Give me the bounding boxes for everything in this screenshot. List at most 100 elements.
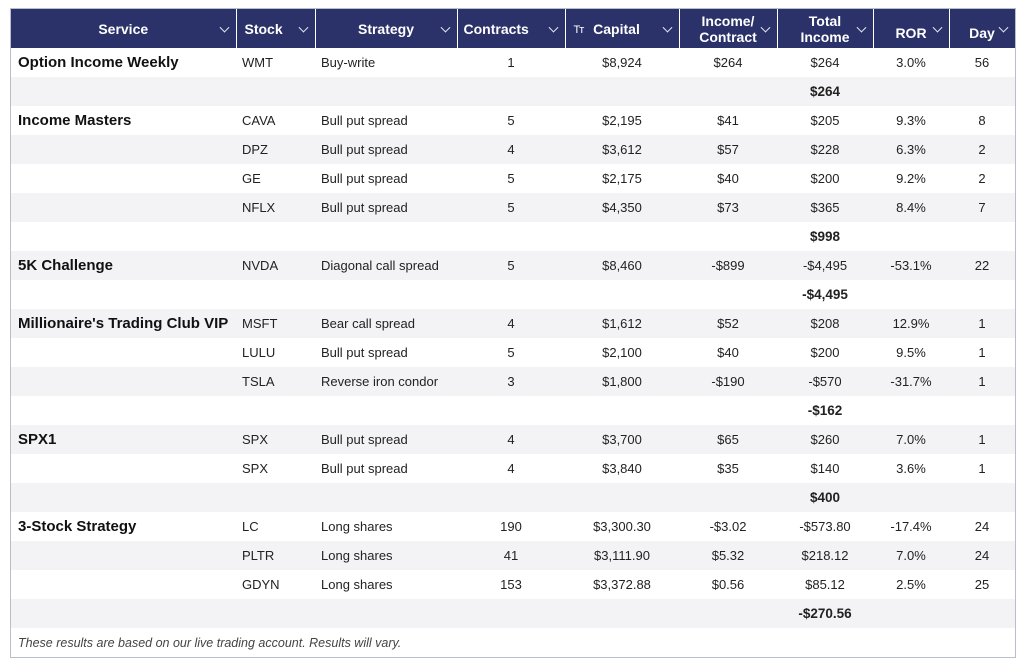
empty-cell [873, 396, 949, 425]
income-per-contract-value: $0.56 [711, 577, 745, 592]
empty-cell [236, 599, 315, 628]
service-name: 3-Stock Strategy [18, 518, 137, 535]
income-per-contract-value: $41 [717, 113, 739, 128]
empty-cell [11, 599, 236, 628]
income-per-contract-value: -$3.02 [709, 519, 747, 534]
ror-value: 6.3% [896, 142, 926, 157]
empty-cell [679, 222, 777, 251]
column-header-contracts[interactable]: Contracts [457, 9, 566, 48]
empty-cell [457, 280, 565, 309]
empty-cell [457, 77, 565, 106]
income-per-contract-value: $40 [717, 345, 739, 360]
chevron-down-icon[interactable] [548, 22, 558, 33]
ror-value: 7.0% [896, 548, 926, 563]
chevron-down-icon[interactable] [219, 22, 229, 33]
chevron-down-icon[interactable] [662, 22, 672, 33]
subtotal-value: $264 [809, 84, 841, 99]
service-name: SPX1 [18, 431, 57, 448]
day-value: 8 [978, 113, 986, 128]
column-header-capital[interactable]: Tт Capital [565, 9, 680, 48]
capital-value: $2,100 [602, 345, 642, 360]
contracts-value: 153 [500, 577, 522, 592]
empty-cell [457, 396, 565, 425]
column-header-strategy[interactable]: Strategy [315, 9, 458, 48]
strategy-name: Bull put spread [321, 345, 408, 360]
empty-cell [949, 396, 1015, 425]
column-header-label-line: Total [808, 12, 842, 29]
contracts-value: 3 [507, 374, 515, 389]
day-value: 1 [978, 432, 986, 447]
day-value: 1 [978, 345, 986, 360]
stock-symbol: SPX [242, 432, 269, 447]
column-header-ror[interactable]: ROR [873, 9, 950, 48]
column-header-day[interactable]: Day [949, 9, 1015, 48]
strategy-name: Bull put spread [321, 200, 408, 215]
subtotal-row: -$270.56 [11, 599, 1015, 628]
subtotal-row: -$4,495 [11, 280, 1015, 309]
column-header-label-line: Income [800, 28, 850, 45]
total-income-value: $200 [810, 171, 840, 186]
chevron-down-icon[interactable] [440, 22, 450, 33]
empty-cell [457, 483, 565, 512]
stock-symbol: MSFT [242, 316, 278, 331]
contracts-value: 4 [507, 461, 515, 476]
contracts-value: 4 [507, 316, 515, 331]
column-header-label: Capital [593, 20, 640, 37]
capital-value: $2,175 [602, 171, 642, 186]
capital-value: $3,111.90 [594, 548, 650, 563]
column-header-income-contract[interactable]: Income/ Contract [679, 9, 778, 48]
column-header-service[interactable]: Service [11, 9, 237, 48]
table-row: DPZ Bull put spread 4 $3,612 $57 $228 6.3% 2 [11, 135, 1015, 164]
strategy-name: Long shares [321, 548, 393, 563]
empty-cell [236, 396, 315, 425]
empty-cell [315, 396, 457, 425]
subtotal-row: -$162 [11, 396, 1015, 425]
income-per-contract-value: -$190 [711, 374, 745, 389]
empty-cell [949, 599, 1015, 628]
table-row: PLTR Long shares 41 $3,111.90 $5.32 $218.12 7.… [11, 541, 1015, 570]
total-income-value: $218.12 [801, 548, 849, 563]
empty-cell [565, 280, 679, 309]
strategy-name: Bear call spread [321, 316, 415, 331]
subtotal-value: $998 [809, 229, 841, 244]
service-name: Option Income Weekly [18, 54, 179, 71]
table-row: GE Bull put spread 5 $2,175 $40 $200 9.2% 2 [11, 164, 1015, 193]
chevron-down-icon[interactable] [998, 22, 1008, 33]
strategy-name: Reverse iron condor [321, 374, 439, 389]
empty-cell [679, 599, 777, 628]
chevron-down-icon[interactable] [760, 22, 770, 33]
income-per-contract-value: $57 [717, 142, 739, 157]
chevron-down-icon[interactable] [932, 22, 942, 33]
empty-cell [565, 396, 679, 425]
column-header-label: Total Income [800, 13, 849, 45]
ror-value: 9.3% [896, 113, 926, 128]
stock-symbol: SPX [242, 461, 269, 476]
service-name [11, 338, 236, 367]
empty-cell [315, 483, 457, 512]
total-income-value: $260 [810, 432, 840, 447]
total-income-value: $208 [810, 316, 840, 331]
contracts-value: 5 [507, 200, 515, 215]
subtotal-row: $998 [11, 222, 1015, 251]
column-header-label: Contracts [463, 21, 529, 38]
column-header-stock[interactable]: Stock [236, 9, 316, 48]
strategy-name: Bull put spread [321, 432, 408, 447]
chevron-down-icon[interactable] [856, 22, 866, 33]
empty-cell [315, 280, 457, 309]
empty-cell [11, 396, 236, 425]
empty-cell [679, 77, 777, 106]
table-row: Income Masters CAVA Bull put spread 5 $2,195… [11, 106, 1015, 135]
service-name [11, 135, 236, 164]
empty-cell [315, 77, 457, 106]
total-income-value: $228 [810, 142, 840, 157]
chevron-down-icon[interactable] [298, 22, 308, 33]
service-name: Millionaire's Trading Club VIP [18, 315, 229, 332]
service-name: 5K Challenge [18, 257, 114, 274]
column-header-total-income[interactable]: Total Income [777, 9, 874, 48]
empty-cell [11, 483, 236, 512]
empty-cell [679, 483, 777, 512]
service-name [11, 541, 236, 570]
empty-cell [315, 599, 457, 628]
day-value: 1 [978, 374, 986, 389]
stock-symbol: WMT [242, 55, 274, 70]
